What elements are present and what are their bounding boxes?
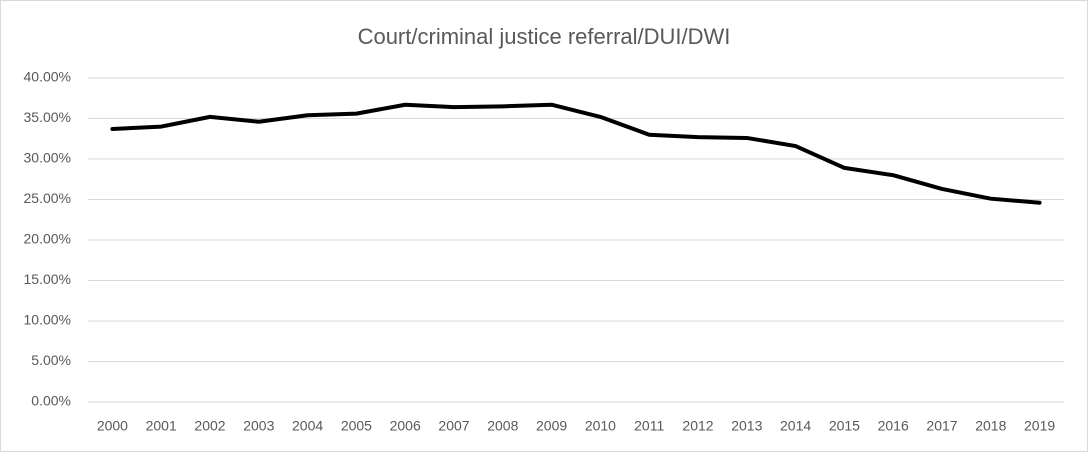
x-tick-label: 2002 <box>194 418 225 434</box>
y-tick-label: 15.00% <box>24 271 71 287</box>
x-tick-label: 2004 <box>292 418 323 434</box>
x-tick-label: 2003 <box>243 418 274 434</box>
x-tick-label: 2001 <box>146 418 177 434</box>
x-tick-label: 2009 <box>536 418 567 434</box>
y-tick-label: 30.00% <box>24 150 71 166</box>
x-tick-label: 2008 <box>487 418 518 434</box>
x-tick-label: 2006 <box>390 418 421 434</box>
y-tick-label: 5.00% <box>31 352 71 368</box>
x-tick-label: 2015 <box>829 418 860 434</box>
x-tick-label: 2007 <box>438 418 469 434</box>
x-tick-label: 2012 <box>682 418 713 434</box>
x-tick-label: 2014 <box>780 418 811 434</box>
x-tick-label: 2011 <box>634 418 664 434</box>
chart-title: Court/criminal justice referral/DUI/DWI <box>358 24 731 49</box>
x-tick-label: 2005 <box>341 418 372 434</box>
y-tick-label: 40.00% <box>24 69 71 85</box>
x-tick-label: 2017 <box>926 418 957 434</box>
x-tick-label: 2019 <box>1024 418 1055 434</box>
x-tick-label: 2010 <box>585 418 616 434</box>
y-tick-label: 10.00% <box>24 312 71 328</box>
y-tick-label: 35.00% <box>24 109 71 125</box>
x-tick-label: 2013 <box>731 418 762 434</box>
x-tick-label: 2018 <box>975 418 1006 434</box>
x-tick-label: 2016 <box>878 418 909 434</box>
y-tick-label: 0.00% <box>31 393 71 409</box>
x-tick-label: 2000 <box>97 418 128 434</box>
y-tick-label: 20.00% <box>24 231 71 247</box>
data-line <box>110 102 1042 205</box>
y-tick-label: 25.00% <box>24 190 71 206</box>
